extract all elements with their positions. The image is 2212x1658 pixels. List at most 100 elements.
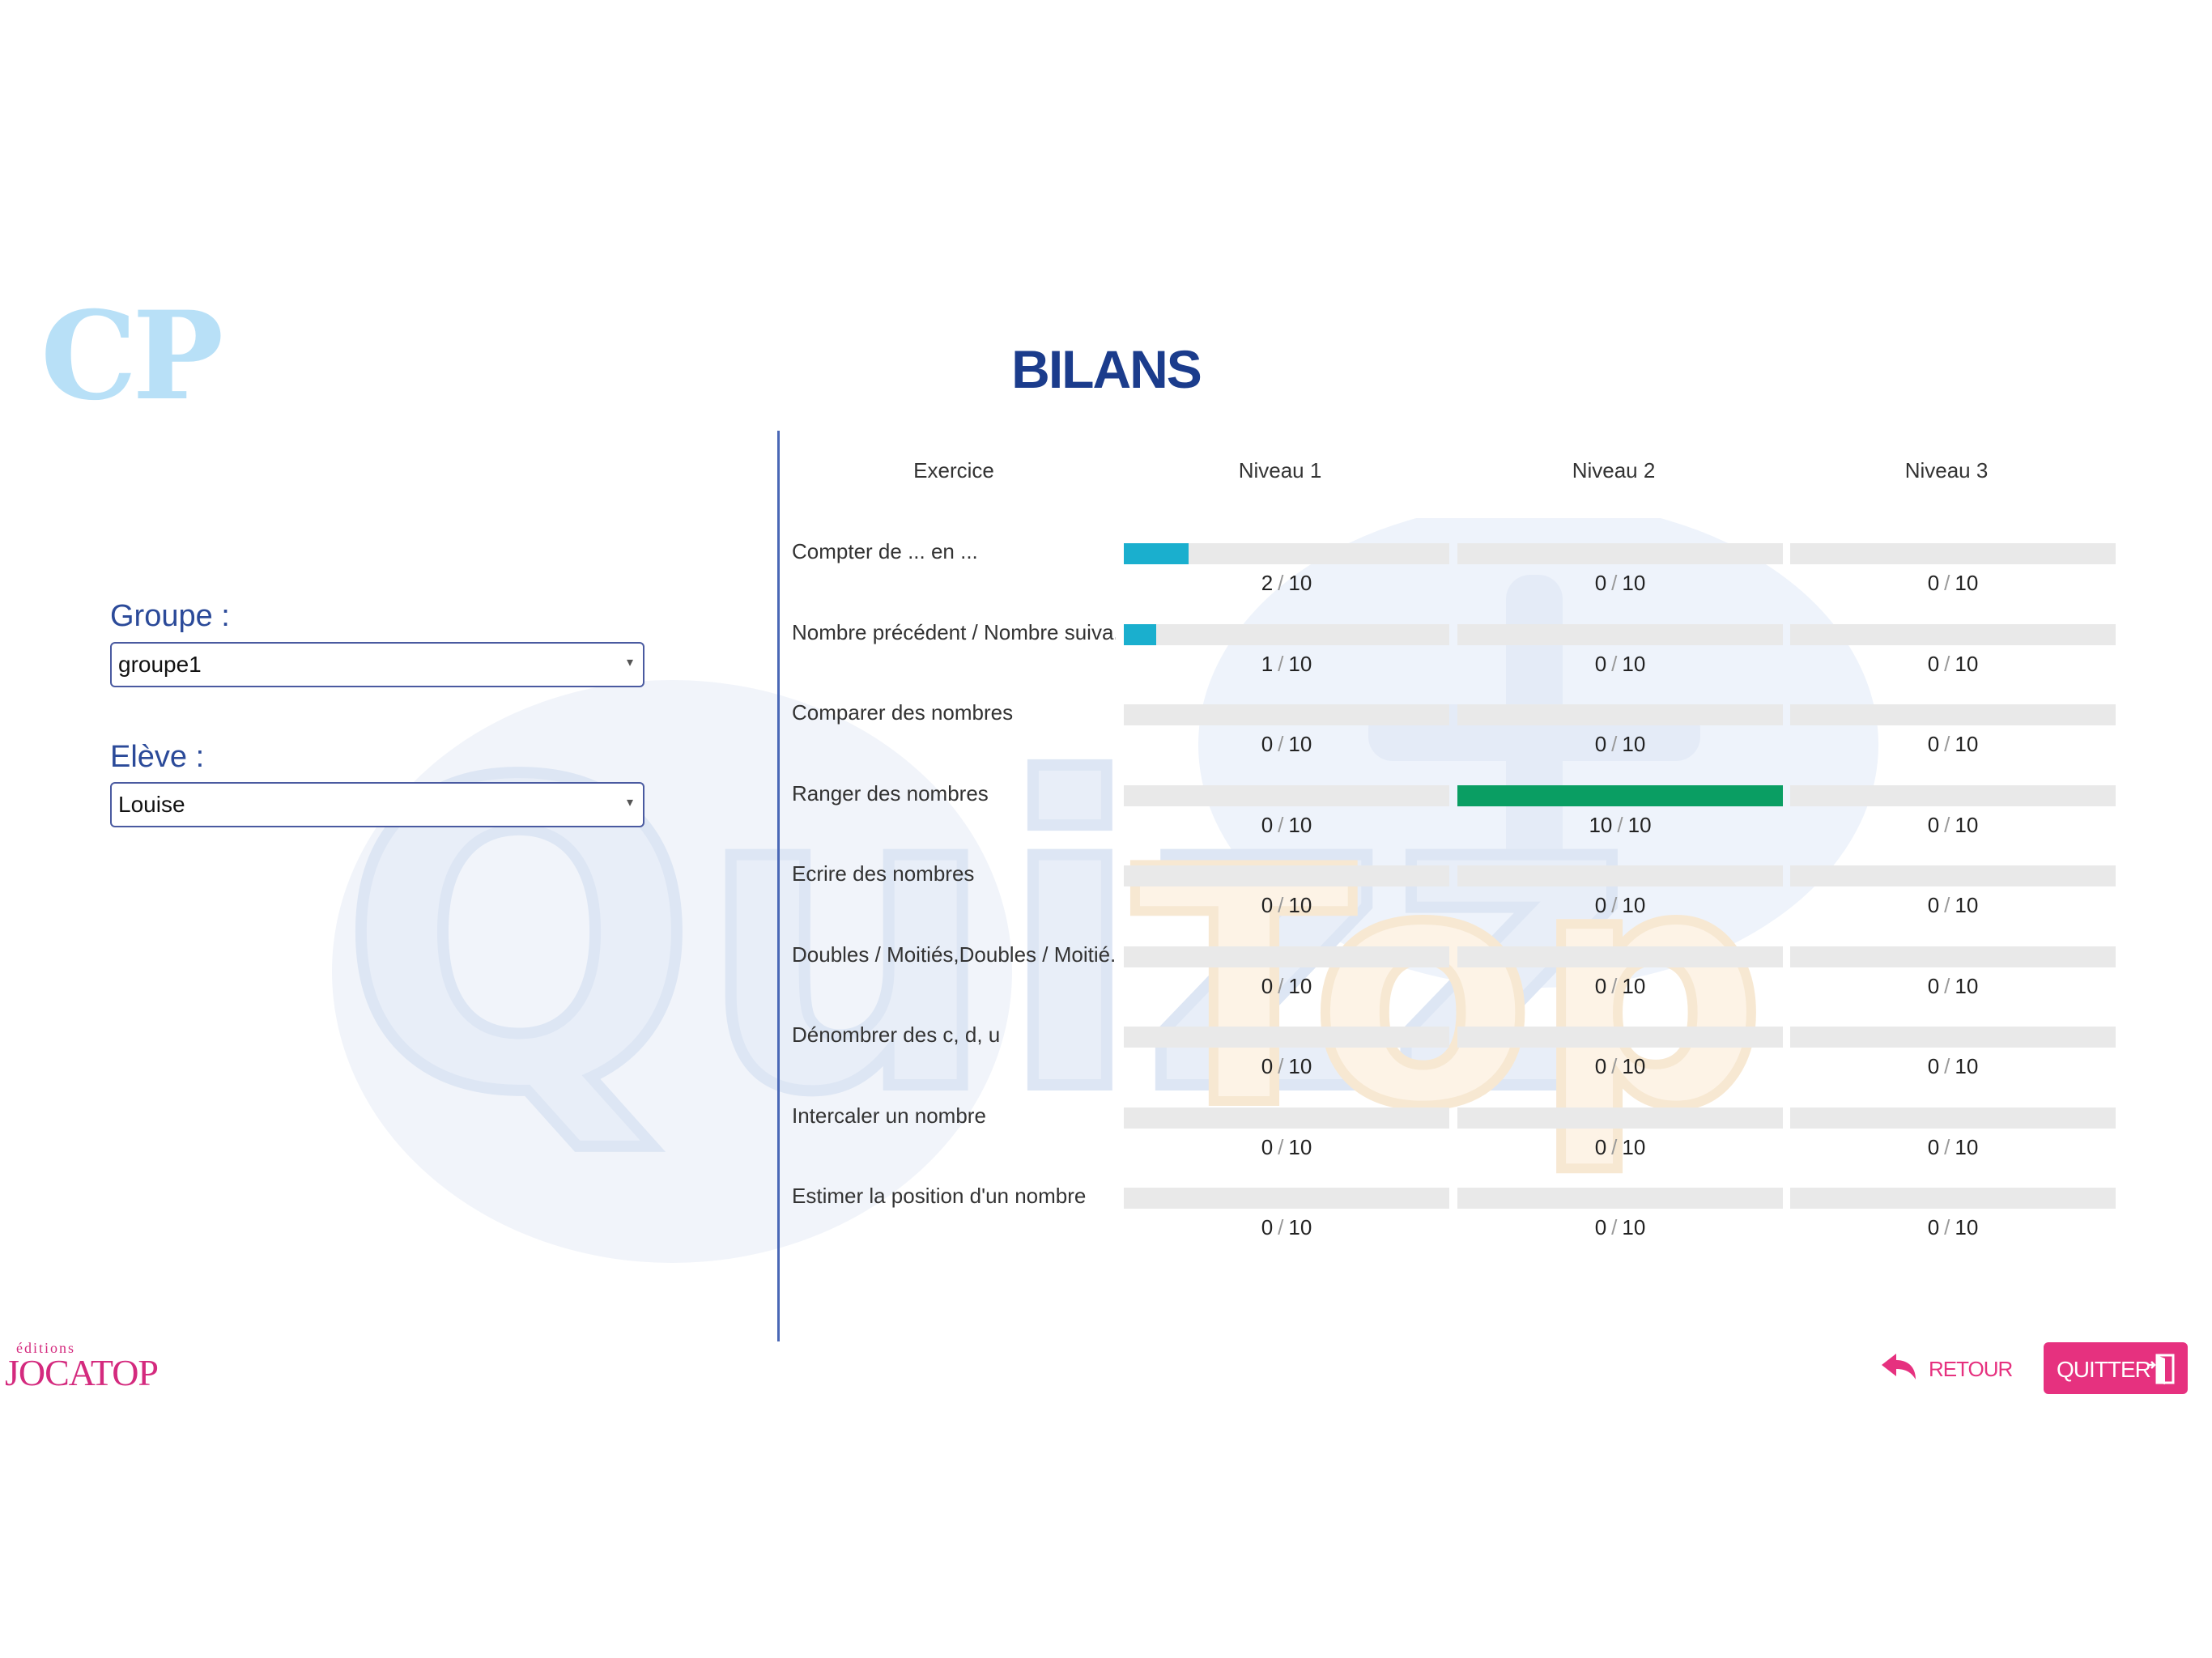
- level-2-cell: 0/10: [1457, 1107, 1783, 1180]
- score-label: 0/10: [1594, 973, 1646, 998]
- score-label: 0/10: [1927, 1215, 1979, 1239]
- score-label: 0/10: [1594, 1215, 1646, 1239]
- page-title: BILANS: [1011, 339, 1202, 399]
- level-1-cell: 0/10: [1124, 784, 1449, 858]
- level-2-cell: 0/10: [1457, 946, 1783, 1019]
- level-2-cell: 0/10: [1457, 543, 1783, 616]
- progress-bar: [1124, 1027, 1449, 1048]
- progress-bar: [1124, 946, 1449, 967]
- score-label: 0/10: [1927, 1134, 1979, 1159]
- score-label: 0/10: [1594, 571, 1646, 595]
- group-select[interactable]: groupe1 ▾: [110, 642, 644, 687]
- score-label: 0/10: [1927, 571, 1979, 595]
- column-header-exercise: Exercice: [913, 458, 994, 483]
- level-2-cell: 0/10: [1457, 1188, 1783, 1261]
- progress-bar: [1457, 623, 1783, 645]
- score-label: 0/10: [1594, 1054, 1646, 1078]
- table-row: Compter de ... en ... 2/10 0/10 0/10: [792, 539, 2120, 612]
- level-1-cell: 1/10: [1124, 623, 1449, 697]
- progress-bar: [1457, 784, 1783, 806]
- progress-bar: [1790, 946, 2116, 967]
- score-label: 0/10: [1261, 1215, 1312, 1239]
- level-3-cell: 0/10: [1790, 865, 2116, 938]
- exercise-label: Comparer des nombres: [792, 700, 1014, 725]
- column-header-level-1: Niveau 1: [1238, 458, 1322, 483]
- level-1-cell: 0/10: [1124, 1188, 1449, 1261]
- level-3-cell: 0/10: [1790, 1188, 2116, 1261]
- level-1-cell: 0/10: [1124, 865, 1449, 938]
- score-label: 0/10: [1927, 1054, 1979, 1078]
- progress-bar-fill: [1457, 784, 1783, 806]
- level-3-cell: 0/10: [1790, 543, 2116, 616]
- level-2-cell: 0/10: [1457, 623, 1783, 697]
- exercise-label: Compter de ... en ...: [792, 539, 978, 563]
- table-row: Estimer la position d'un nombre 0/10 0/10 0…: [792, 1184, 2120, 1256]
- table-row: Intercaler un nombre 0/10 0/10 0/10: [792, 1103, 2120, 1176]
- exercise-label: Intercaler un nombre: [792, 1103, 986, 1128]
- progress-bar: [1124, 704, 1449, 725]
- score-label: 0/10: [1927, 973, 1979, 998]
- score-label: 0/10: [1594, 1134, 1646, 1159]
- level-3-cell: 0/10: [1790, 623, 2116, 697]
- progress-bar: [1790, 1188, 2116, 1209]
- progress-bar: [1124, 623, 1449, 645]
- reply-arrow-icon: [1882, 1354, 1916, 1380]
- column-header-level-3: Niveau 3: [1904, 458, 1989, 483]
- progress-bar: [1457, 1188, 1783, 1209]
- level-3-cell: 0/10: [1790, 1107, 2116, 1180]
- table-row: Doubles / Moitiés,Doubles / Moitié... 0/1…: [792, 942, 2120, 1015]
- progress-bar: [1124, 865, 1449, 886]
- progress-bar: [1790, 704, 2116, 725]
- chevron-down-icon: ▾: [626, 794, 633, 810]
- quit-button-label: QUITTER: [2057, 1357, 2151, 1382]
- progress-bar: [1457, 1107, 1783, 1129]
- student-label: Elève :: [110, 740, 205, 774]
- exercise-label: Dénombrer des c, d, u: [792, 1022, 1001, 1047]
- progress-bar: [1790, 543, 2116, 564]
- level-1-cell: 0/10: [1124, 704, 1449, 777]
- grade-logo: CP: [40, 285, 223, 427]
- score-label: 0/10: [1927, 812, 1979, 837]
- level-1-cell: 0/10: [1124, 1107, 1449, 1180]
- level-3-cell: 0/10: [1790, 1027, 2116, 1099]
- level-2-cell: 0/10: [1457, 865, 1783, 938]
- level-3-cell: 0/10: [1790, 704, 2116, 777]
- quit-button[interactable]: QUITTER: [2044, 1342, 2188, 1394]
- group-select-value: groupe1: [118, 652, 202, 677]
- score-label: 0/10: [1927, 732, 1979, 756]
- student-select[interactable]: Louise ▾: [110, 782, 644, 827]
- level-2-cell: 0/10: [1457, 1027, 1783, 1099]
- progress-bar: [1457, 1027, 1783, 1048]
- chevron-down-icon: ▾: [626, 654, 633, 670]
- progress-bar: [1124, 543, 1449, 564]
- back-button-label: RETOUR: [1929, 1357, 2013, 1381]
- progress-bar: [1457, 865, 1783, 886]
- back-button[interactable]: RETOUR: [1878, 1347, 2013, 1388]
- exercise-label: Doubles / Moitiés,Doubles / Moitié...: [792, 942, 1116, 967]
- score-label: 1/10: [1261, 651, 1312, 676]
- progress-bar: [1124, 784, 1449, 806]
- score-label: 0/10: [1594, 651, 1646, 676]
- table-row: Ecrire des nombres 0/10 0/10 0/10: [792, 861, 2120, 934]
- table-row: Ranger des nombres 0/10 10/10 0/10: [792, 781, 2120, 854]
- score-label: 0/10: [1261, 973, 1312, 998]
- progress-bar: [1124, 1107, 1449, 1129]
- score-label: 0/10: [1261, 893, 1312, 917]
- score-label: 0/10: [1261, 732, 1312, 756]
- table-row: Nombre précédent / Nombre suiva... 1/10 0/…: [792, 620, 2120, 693]
- exercise-label: Ranger des nombres: [792, 780, 989, 806]
- progress-bar: [1457, 946, 1783, 967]
- progress-bar: [1790, 623, 2116, 645]
- level-1-cell: 0/10: [1124, 946, 1449, 1019]
- progress-bar-fill: [1124, 543, 1189, 564]
- level-1-cell: 2/10: [1124, 543, 1449, 616]
- level-1-cell: 0/10: [1124, 1027, 1449, 1099]
- svg-text:Quizz: Quizz: [340, 694, 1632, 1184]
- score-label: 0/10: [1261, 812, 1312, 837]
- score-label: 0/10: [1594, 732, 1646, 756]
- progress-bar: [1790, 1027, 2116, 1048]
- level-3-cell: 0/10: [1790, 946, 2116, 1019]
- progress-bar: [1790, 784, 2116, 806]
- progress-bar: [1457, 543, 1783, 564]
- exit-door-icon: [2149, 1354, 2175, 1384]
